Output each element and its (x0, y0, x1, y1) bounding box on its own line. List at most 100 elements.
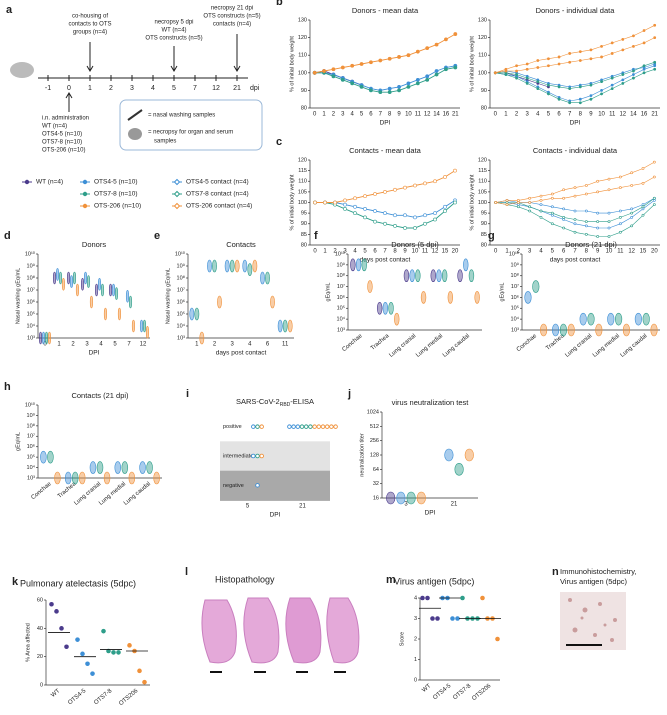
data-point (610, 83, 614, 87)
data-point (600, 55, 603, 59)
violin (54, 471, 61, 485)
violin (234, 259, 240, 273)
data-point (369, 88, 373, 93)
x-tick-label: 7 (379, 112, 383, 118)
timeline-note: co-housing of (72, 14, 108, 20)
data-point (322, 69, 326, 73)
dot (251, 424, 256, 429)
dot (333, 424, 338, 429)
legend-label: OTS4-5 (n=10) (94, 179, 138, 186)
data-point (539, 215, 543, 219)
violin (64, 471, 72, 485)
y-tick-label: 120 (298, 157, 307, 163)
x-tick-label: 0 (43, 342, 47, 348)
dot (259, 424, 264, 429)
timeline-tick-label: 0 (67, 85, 71, 92)
timeline-note: contacts (n=4) (213, 22, 251, 28)
data-point (589, 83, 593, 87)
data-point (433, 211, 437, 216)
violin (403, 269, 410, 283)
violin (58, 271, 63, 285)
data-point (621, 73, 625, 76)
timeline-tick-label: 5 (172, 85, 176, 92)
data-point (596, 220, 600, 224)
x-tick-label: 6 (369, 112, 373, 118)
y-axis-label: gEq/mL (15, 432, 21, 451)
violin (80, 277, 85, 291)
x-tick-label: 3 (85, 342, 89, 348)
data-point (618, 209, 622, 213)
data-point (495, 636, 500, 642)
y-tick-label: 10¹⁰ (25, 401, 36, 408)
legend-label: OTS7-8 contact (n=4) (186, 191, 249, 198)
data-point (618, 215, 622, 219)
panel-letter: l (185, 566, 188, 578)
chart-title: Donors (5 dpi) (391, 240, 439, 249)
x-tick-label: 11 (609, 112, 616, 118)
y-tick-label: 110 (298, 53, 307, 59)
panel-letter: h (4, 381, 11, 393)
data-point (313, 200, 317, 205)
x-tick-label: 4 (248, 342, 252, 348)
x-tick-label: Lung medial (592, 333, 621, 359)
violin (420, 291, 427, 304)
x-tick-label: OTS7-8 (93, 688, 113, 707)
y-tick-label: 120 (298, 35, 307, 41)
x-tick-label: 5 (246, 504, 250, 510)
panel-title: Histopathology (215, 574, 275, 584)
chart-title: Contacts (21 dpi) (71, 391, 129, 400)
data-point (618, 230, 622, 234)
x-tick-label: 21 (651, 112, 658, 118)
data-point (589, 97, 593, 101)
data-point (547, 83, 550, 87)
violin (224, 259, 230, 273)
y-tick-label: 10⁶ (177, 298, 185, 305)
dot (251, 453, 256, 459)
data-point (393, 223, 397, 228)
data-point (64, 644, 69, 650)
y-tick-label: 10⁵ (27, 454, 35, 461)
violin (217, 295, 222, 309)
y-tick-label: 10¹⁰ (25, 250, 36, 257)
data-point (632, 34, 635, 38)
legend-label: OTS4-5 contact (n=4) (186, 179, 249, 186)
violin (212, 259, 217, 273)
data-point (596, 179, 600, 183)
x-tick-label: OTS4-5 (432, 683, 452, 702)
arrow (86, 42, 94, 72)
x-tick-label: 3 (230, 342, 234, 348)
violin (66, 271, 71, 285)
violin (468, 269, 475, 283)
data-point (618, 222, 622, 226)
level-label: positive (223, 424, 242, 430)
violin (52, 271, 57, 285)
data-point (528, 205, 532, 209)
x-tick-label: OTS206 (471, 683, 492, 702)
y-tick-label: 10⁹ (27, 412, 35, 419)
violin (551, 323, 560, 337)
panel-letter: a (6, 4, 13, 16)
data-point (516, 201, 520, 204)
y-tick-label: 10⁸ (27, 274, 35, 281)
violin (388, 301, 394, 315)
data-point (607, 211, 611, 215)
x-tick-label: 5 (113, 342, 117, 348)
violin (89, 295, 94, 309)
legend-marker (24, 179, 30, 185)
data-point (142, 679, 147, 685)
x-tick-label: 0 (494, 249, 498, 255)
data-point (515, 64, 518, 68)
y-tick-label: 10⁸ (511, 272, 519, 279)
dot (299, 424, 305, 429)
legend-marker (82, 191, 88, 197)
timeline-note: OTS constructs (n=5) (203, 14, 260, 20)
violin (83, 271, 88, 285)
y-tick-label: 10⁸ (337, 272, 345, 279)
x-tick-label: Conchae (341, 333, 364, 353)
data-point (369, 60, 373, 65)
x-tick-label: 1 (505, 249, 509, 255)
y-tick-label: 110 (478, 179, 487, 185)
chart-title: Donors (21 dpi) (565, 240, 617, 249)
legend-marker (173, 202, 181, 210)
